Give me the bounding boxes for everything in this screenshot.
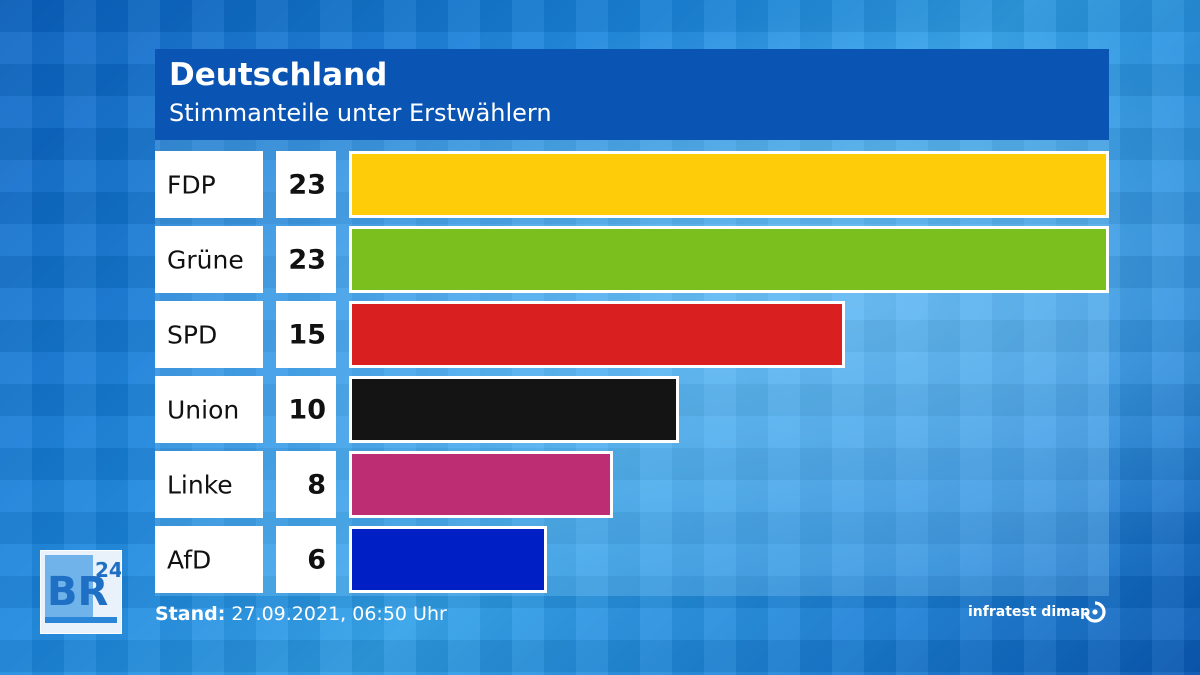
category-label-box: Grüne (155, 226, 263, 293)
logo-superscript: 24 (95, 558, 121, 582)
value-label-box: 23 (276, 226, 336, 293)
stand-line: Stand: 27.09.2021, 06:50 Uhr (155, 603, 447, 625)
bar (349, 226, 1109, 293)
bar (349, 526, 547, 593)
category-label: Linke (167, 470, 233, 499)
bar (349, 301, 845, 368)
br24-logo-icon: BR 24 (41, 551, 123, 633)
logo-text: BR (47, 569, 108, 615)
value-label-box: 10 (276, 376, 336, 443)
category-label-box: SPD (155, 301, 263, 368)
category-label: AfD (167, 545, 212, 574)
infratest-logo-icon (1084, 601, 1106, 623)
chart-subtitle: Stimmanteile unter Erstwählern (169, 99, 552, 127)
br24-logo: BR 24 (40, 550, 123, 634)
value-label-box: 23 (276, 151, 336, 218)
stand-value: 27.09.2021, 06:50 Uhr (231, 603, 447, 625)
chart-title: Deutschland (169, 57, 388, 93)
value-label-box: 8 (276, 451, 336, 518)
value-label: 8 (307, 469, 326, 500)
value-label: 23 (288, 244, 326, 275)
bar (349, 376, 679, 443)
value-label: 6 (307, 544, 326, 575)
value-label-box: 15 (276, 301, 336, 368)
bar (349, 151, 1109, 218)
category-label: SPD (167, 320, 218, 349)
value-label-box: 6 (276, 526, 336, 593)
category-label: FDP (167, 170, 216, 199)
value-label: 23 (288, 169, 326, 200)
category-label: Grüne (167, 245, 244, 274)
category-label-box: Union (155, 376, 263, 443)
category-label-box: Linke (155, 451, 263, 518)
chart-header: Deutschland Stimmanteile unter Erstwähle… (155, 49, 1109, 140)
category-label: Union (167, 395, 240, 424)
value-label: 15 (288, 319, 326, 350)
value-label: 10 (288, 394, 326, 425)
category-label-box: FDP (155, 151, 263, 218)
stand-label: Stand: (155, 603, 226, 625)
category-label-box: AfD (155, 526, 263, 593)
bar (349, 451, 613, 518)
source-label: infratest dimap (968, 604, 1091, 620)
